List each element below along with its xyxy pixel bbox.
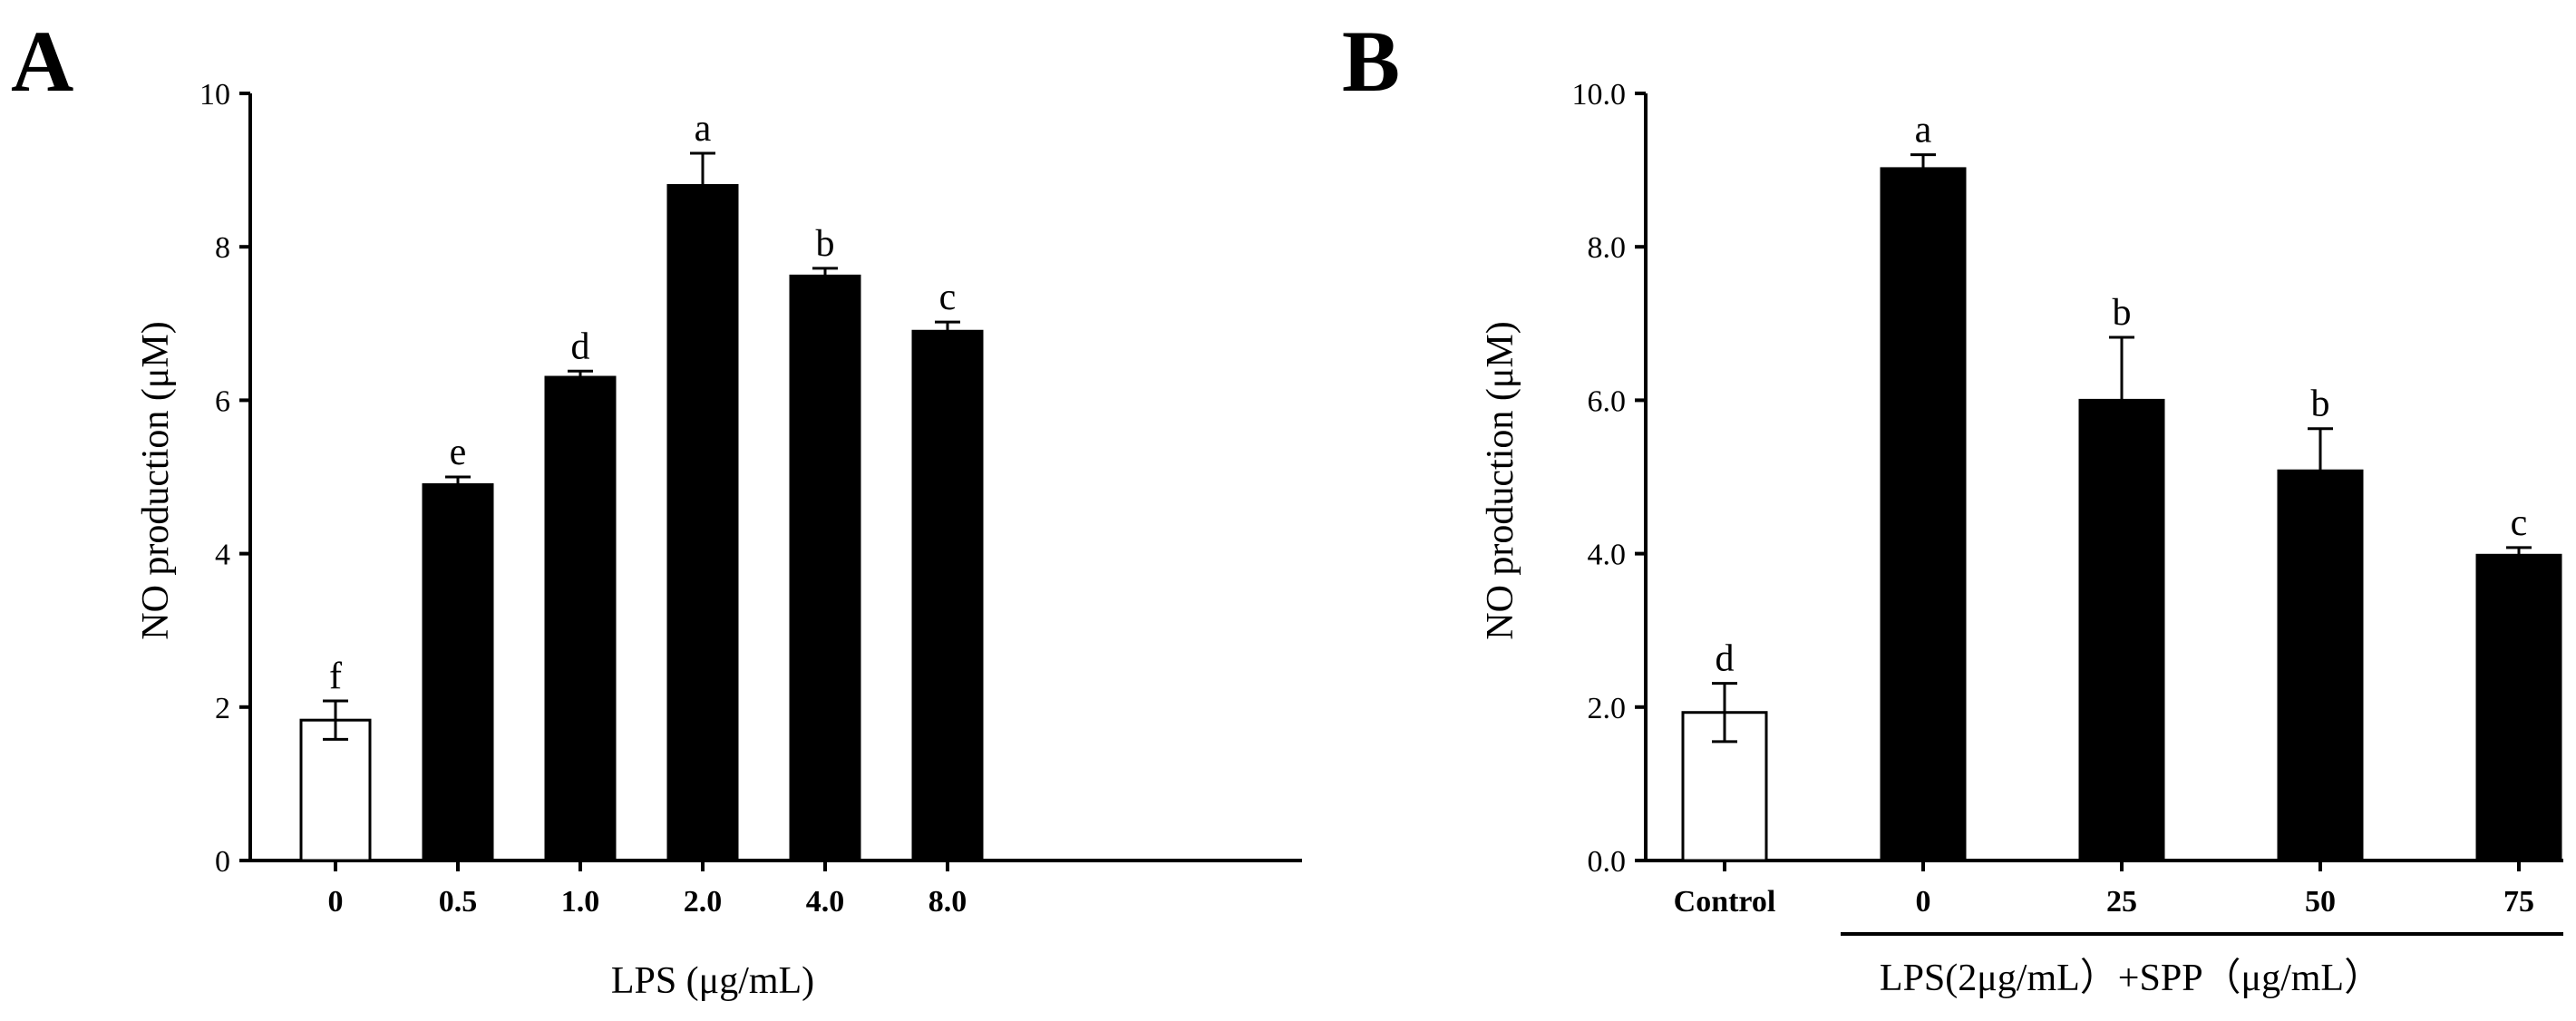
panel-b-significance-letter: b (2311, 384, 2330, 425)
panel-a-x-tick-label: 1.0 (561, 885, 600, 919)
panel-a-y-axis-title: NO production (μM) (135, 321, 177, 639)
panel-b: B 0.0 2.0 4.0 6.0 8.0 10.0 d Control a 0 b 25 b 50 c 75… (1342, 13, 2563, 999)
panel-a-significance-letter: b (816, 223, 835, 265)
panel-a-y-tick-label: 10 (199, 78, 230, 112)
panel-a: A 0 2 4 6 8 10 f 0 e 0.5 d 1.0 a 2.0 b 4.0 c 8.0 LPS (μg/… (11, 13, 1302, 1002)
panel-b-y-tick-label: 4.0 (1588, 539, 1627, 572)
panel-a-significance-letter: a (695, 108, 712, 150)
panel-a-significance-letter: c (939, 277, 957, 318)
panel-b-bar (2078, 398, 2165, 862)
panel-b-x-axis-title: LPS(2μg/mL）+SPP（μg/mL） (1880, 958, 2382, 999)
panel-a-bar (666, 184, 739, 862)
panel-b-y-axis-title: NO production (μM) (1480, 321, 1521, 639)
panel-a-y-tick-label: 6 (215, 384, 230, 418)
panel-a-y-tick-label: 2 (215, 692, 230, 725)
panel-a-bar (299, 718, 372, 862)
panel-b-y-tick-label: 8.0 (1588, 231, 1627, 265)
panel-a-y-tick-label: 0 (215, 845, 230, 879)
panel-b-significance-letter: a (1915, 110, 1932, 151)
panel-a-significance-letter: f (329, 656, 342, 697)
panel-a-y-tick-label: 4 (215, 539, 230, 572)
panel-b-significance-letter: c (2511, 502, 2528, 544)
panel-b-significance-letter: b (2113, 292, 2132, 334)
panel-b-x-tick-label: 25 (2106, 885, 2137, 919)
panel-a-x-axis-title: LPS (μg/mL) (611, 960, 814, 1002)
panel-a-x-tick-label: 0 (328, 885, 344, 919)
panel-a-bar (544, 375, 617, 862)
panel-a-significance-letter: d (571, 326, 590, 367)
panel-a-x-tick-label: 2.0 (684, 885, 723, 919)
panel-b-y-tick-label: 0.0 (1588, 845, 1627, 879)
panel-b-plot: 0.0 2.0 4.0 6.0 8.0 10.0 d Control a 0 b 25 b 50 c 75 (1572, 78, 2563, 919)
panel-b-x-tick-label: Control (1674, 885, 1776, 919)
panel-b-y-tick-label: 10.0 (1572, 78, 1627, 112)
panel-a-x-tick-label: 4.0 (806, 885, 845, 919)
panel-b-bar (2277, 469, 2364, 862)
panel-b-label: B (1342, 13, 1400, 110)
panel-a-bar (789, 274, 861, 862)
panel-b-bar (1880, 167, 1967, 862)
panel-b-y-tick-label: 6.0 (1588, 384, 1627, 418)
panel-a-bar (911, 329, 984, 862)
panel-b-y-tick-label: 2.0 (1588, 692, 1627, 725)
panel-b-bar (2475, 553, 2562, 862)
panel-b-x-tick-label: 0 (1916, 885, 1931, 919)
panel-a-label: A (11, 13, 73, 110)
panel-a-y-tick-label: 8 (215, 231, 230, 265)
panel-a-x-tick-label: 0.5 (439, 885, 478, 919)
panel-a-significance-letter: e (450, 432, 467, 473)
panel-a-bar (422, 482, 494, 862)
panel-b-significance-letter: d (1716, 638, 1735, 680)
panel-b-x-tick-label: 50 (2305, 885, 2336, 919)
panel-a-plot: 0 2 4 6 8 10 f 0 e 0.5 d 1.0 a 2.0 b 4.0 c 8.0 (199, 78, 1302, 919)
panel-a-x-tick-label: 8.0 (928, 885, 967, 919)
panel-b-x-tick-label: 75 (2503, 885, 2534, 919)
